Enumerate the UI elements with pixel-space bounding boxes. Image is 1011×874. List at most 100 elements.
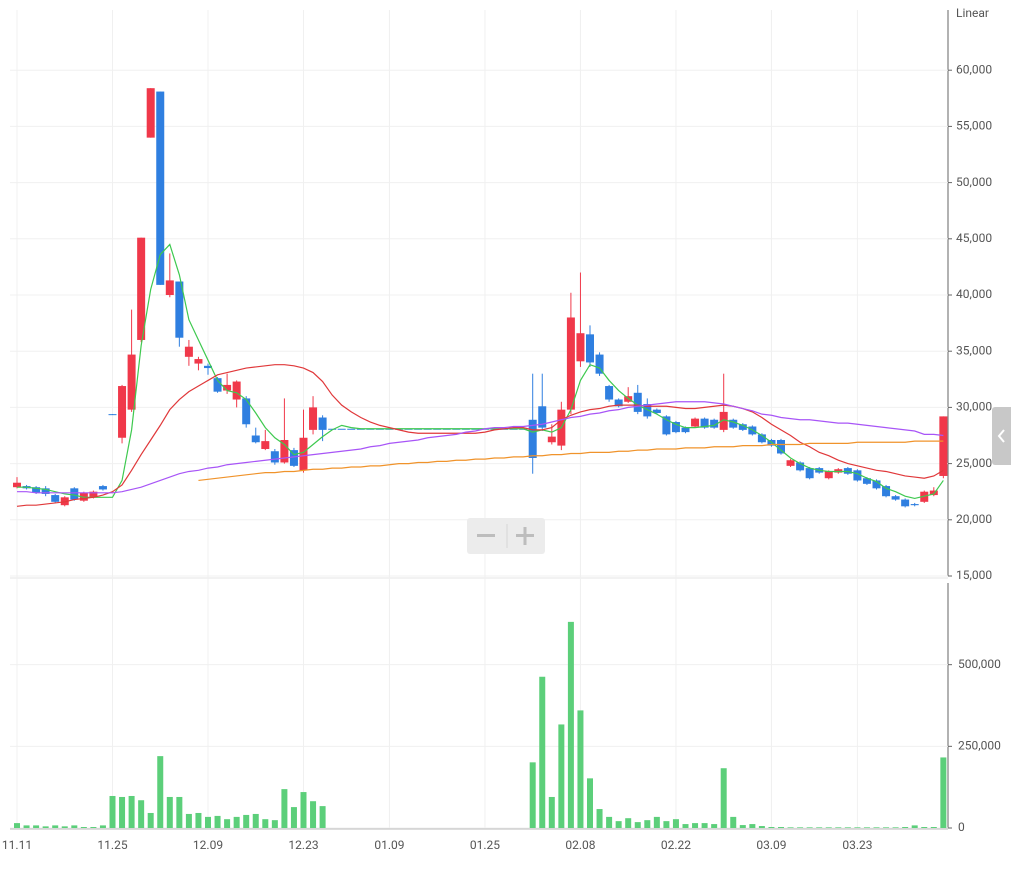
candle-body <box>32 487 41 493</box>
volume-bar <box>147 812 154 828</box>
y-tick-label: 15,000 <box>956 568 992 582</box>
candle-body <box>156 91 165 285</box>
volume-bar <box>634 822 641 828</box>
candle-body <box>805 468 814 479</box>
volume-bar <box>252 813 259 828</box>
volume-bar <box>778 827 784 828</box>
candle-body <box>547 436 556 443</box>
volume-bar <box>625 818 632 828</box>
candle-body <box>309 407 318 430</box>
candle-body <box>204 365 212 369</box>
candle-body <box>633 392 642 412</box>
volume-bar <box>587 778 593 828</box>
candle-body <box>862 478 871 484</box>
candle-body <box>347 428 356 430</box>
candle-body <box>41 488 50 494</box>
volume-bar <box>682 824 689 828</box>
candle-body <box>566 317 575 410</box>
candle-body <box>184 346 193 357</box>
volume-bar <box>940 757 947 828</box>
candle-body <box>710 419 719 428</box>
volume-tick-label: 0 <box>958 820 965 834</box>
volume-tick-label: 500,000 <box>958 657 1001 671</box>
x-tick-label: 12.09 <box>193 838 223 852</box>
volume-bar <box>739 825 746 828</box>
volume-bar <box>930 827 937 828</box>
volume-bar <box>33 825 40 828</box>
candle-body <box>528 419 537 458</box>
candle-body <box>796 462 805 471</box>
candle-body <box>939 416 948 476</box>
candle-body <box>98 486 107 490</box>
volume-bar <box>243 814 250 828</box>
volume-bar <box>128 795 135 828</box>
volume-bar <box>558 724 565 828</box>
volume-bar <box>844 827 851 828</box>
x-tick-label: 01.25 <box>470 838 500 852</box>
candle-body <box>910 504 919 506</box>
candle-body <box>729 419 738 428</box>
moving-average-line <box>17 243 944 500</box>
volume-bar <box>52 825 59 828</box>
candle-body <box>538 406 547 428</box>
candle-body <box>146 88 155 138</box>
panel-toggle[interactable] <box>992 407 1011 465</box>
volume-bar <box>176 796 183 828</box>
volume-bar <box>205 816 211 828</box>
y-tick-label: 25,000 <box>956 456 992 470</box>
zoom-controls[interactable] <box>467 518 545 554</box>
candle-body <box>194 359 203 364</box>
volume-tick-label: 250,000 <box>958 739 1001 753</box>
volume-bar <box>119 796 126 828</box>
volume-bar <box>23 825 30 828</box>
candle-body <box>824 471 833 479</box>
volume-bar <box>892 827 899 828</box>
zoom-in[interactable] <box>516 527 534 545</box>
volume-bar <box>672 819 679 828</box>
volume-bar <box>902 827 909 828</box>
volume-bar <box>835 827 842 828</box>
candle-body <box>127 354 136 410</box>
volume-bar <box>109 795 116 828</box>
volume-bar <box>854 827 861 828</box>
volume-bar <box>319 806 326 828</box>
volume-bar <box>644 820 651 828</box>
candle-body <box>261 441 270 449</box>
volume-bar <box>606 816 613 828</box>
x-tick-label: 02.08 <box>565 838 595 852</box>
x-tick-label: 11.11 <box>2 838 32 852</box>
y-tick-label: 30,000 <box>956 400 992 414</box>
candle-body <box>289 450 298 466</box>
moving-average-line <box>16 364 944 507</box>
volume-bar <box>596 809 603 828</box>
volume-bar <box>758 826 765 828</box>
volume-bar <box>825 827 832 828</box>
candle-body <box>337 428 346 430</box>
volume-bar <box>224 819 231 828</box>
candle-body <box>299 437 308 471</box>
volume-bar <box>787 827 794 828</box>
candle-body <box>652 409 661 414</box>
y-tick-label: 60,000 <box>956 62 992 76</box>
candle-body <box>280 439 289 463</box>
volume-bar <box>797 827 804 828</box>
volume-bar <box>157 756 164 828</box>
volume-bar <box>166 796 173 828</box>
candle-body <box>251 435 260 443</box>
candle-body <box>681 427 690 433</box>
volume-bar <box>214 815 221 828</box>
volume-bar <box>99 825 106 828</box>
volume-bar <box>233 816 240 828</box>
candle-body <box>108 414 117 416</box>
candle-body <box>777 439 785 454</box>
volume-bar <box>310 801 317 828</box>
volume-bar <box>185 813 192 828</box>
candle-body <box>614 399 623 407</box>
zoom-out[interactable] <box>477 534 495 537</box>
candle-body <box>757 434 766 443</box>
volume-bar <box>873 827 880 828</box>
candle-body <box>137 237 146 340</box>
y-tick-label: 20,000 <box>956 512 992 526</box>
candle-body <box>872 480 881 489</box>
